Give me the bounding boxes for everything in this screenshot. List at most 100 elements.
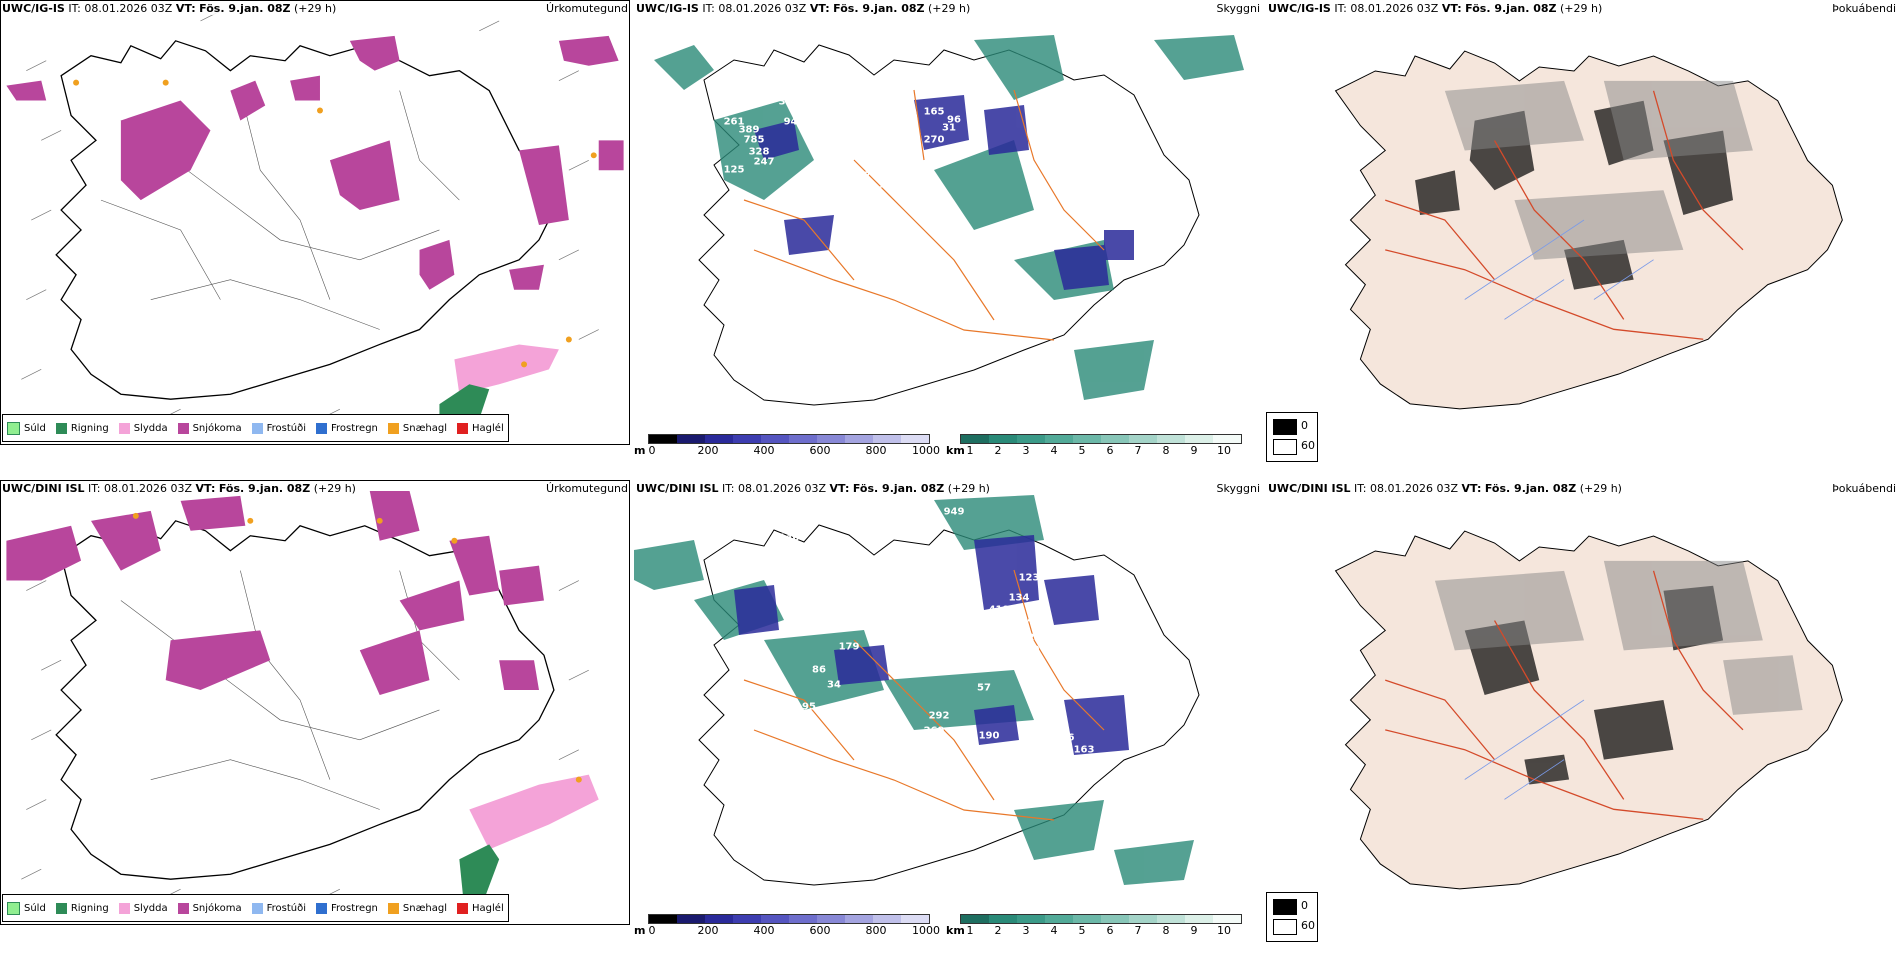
legend-item-frostregn: Frostregn bbox=[316, 422, 378, 434]
vt-value: Fös. 9.jan. 08Z bbox=[852, 482, 945, 495]
colorbar-tick: 400 bbox=[753, 444, 775, 457]
it-label: IT: bbox=[88, 482, 101, 495]
lead-time: (+29 h) bbox=[294, 2, 337, 15]
cloud-base-value: 86 bbox=[812, 664, 826, 676]
fog-legend: 0 60 bbox=[1266, 412, 1318, 462]
colorbar-tick: 600 bbox=[809, 924, 831, 937]
fog-swatch-light bbox=[1273, 919, 1297, 935]
swatch bbox=[118, 902, 130, 914]
cloud-base-value: 270 bbox=[923, 134, 945, 146]
colorbar-tick: 10 bbox=[1217, 444, 1231, 457]
legend-item-rigning: Rigning bbox=[55, 422, 109, 434]
vt-value: Fös. 9.jan. 08Z bbox=[1465, 2, 1557, 15]
it-label: IT: bbox=[722, 482, 735, 495]
colorbar-tick: 8 bbox=[1162, 924, 1170, 937]
colorbar-tick: 1 bbox=[966, 444, 974, 457]
vt-label: VT: bbox=[175, 2, 196, 15]
cloud-base-value: 115 bbox=[1058, 639, 1080, 651]
cloud-visibility-panel: 989 880 142 369 943 261 389 785 328 247 125 28 380 28… bbox=[634, 0, 1264, 470]
legend-item-frostudi: Frostúði bbox=[251, 902, 306, 914]
cloud-base-value: 101 bbox=[993, 232, 1015, 244]
cloud-base-value: 93 bbox=[1065, 234, 1079, 246]
legend-item-slydda: Slydda bbox=[118, 422, 168, 434]
legend-item-frostregn: Frostregn bbox=[316, 902, 378, 914]
cloud-base-value: 75 bbox=[1047, 240, 1061, 252]
fog-swatch-light bbox=[1273, 439, 1297, 455]
cloud-base-value: 949 bbox=[943, 506, 965, 518]
fog-map bbox=[1266, 480, 1896, 925]
colorbar-tick: 10 bbox=[1217, 924, 1231, 937]
precip-title: Úrkomutegund bbox=[546, 2, 628, 15]
legend-label: Snæhagl bbox=[402, 902, 448, 914]
roads-orange bbox=[743, 89, 1105, 341]
swatch bbox=[7, 901, 20, 915]
panel-header: UWC/DINI ISL IT: 08.01.2026 03Z VT: Fös.… bbox=[2, 482, 356, 495]
fog-swatch-dark bbox=[1273, 419, 1297, 435]
panel-header: UWC/IG-IS IT: 08.01.2026 03Z VT: Fös. 9.… bbox=[1268, 2, 1603, 15]
colorbar-tick: 1 bbox=[966, 924, 974, 937]
colorbar-tick: 5 bbox=[1078, 444, 1086, 457]
fog-legend: 0 60 bbox=[1266, 892, 1318, 942]
colorbar-unit: km bbox=[946, 924, 965, 937]
colorbar-tick: 4 bbox=[1050, 924, 1058, 937]
cloud-base-value: 224 bbox=[813, 564, 835, 576]
visibility-colorbar: km 1 2 3 4 5 6 7 8 9 10 bbox=[946, 434, 1266, 464]
precip-legend: Súld Rigning Slydda Snjókoma Frostúði Fr… bbox=[2, 414, 509, 442]
swatch bbox=[7, 421, 20, 435]
cloud-map-svg bbox=[654, 35, 1244, 406]
cloud-map-svg bbox=[634, 495, 1200, 886]
it-value: 08.01.2026 03Z bbox=[718, 2, 807, 15]
snow-pellet-dots bbox=[132, 512, 582, 783]
vt-value: Fös. 9.jan. 08Z bbox=[199, 2, 291, 15]
vt-value: Fös. 9.jan. 08Z bbox=[218, 482, 311, 495]
cloud-base-value: 34 bbox=[827, 679, 841, 691]
colorbar-unit: m bbox=[634, 924, 646, 937]
cloud-base-value: 298 bbox=[723, 547, 745, 559]
visibility-colorbar: km 1 2 3 4 5 6 7 8 9 10 bbox=[946, 914, 1266, 944]
swatch bbox=[457, 422, 469, 434]
cloud-base-value: 142 bbox=[748, 76, 770, 88]
cloud-base-value: 989 bbox=[683, 32, 705, 44]
colorbar-tick: 8 bbox=[1162, 444, 1170, 457]
precip-map-svg bbox=[6, 10, 624, 440]
colorbar-tick: 1000 bbox=[912, 444, 940, 457]
cloud-base-value: 218 bbox=[733, 544, 755, 556]
model-name: UWC/DINI ISL bbox=[1268, 482, 1351, 495]
legend-label: Haglél bbox=[472, 422, 504, 434]
cloud-title: Skyggni bbox=[1216, 482, 1260, 495]
cloud-base-value: 28 bbox=[892, 106, 906, 118]
cloud-base-value: 125 bbox=[723, 164, 745, 176]
colorbar-tick: 7 bbox=[1134, 444, 1142, 457]
cloud-base-value: 328 bbox=[748, 146, 770, 158]
cloud-base-value: 163 bbox=[878, 179, 900, 191]
precip-legend: Súld Rigning Slydda Snjókoma Frostúði Fr… bbox=[2, 894, 509, 922]
colorbar-tick: 0 bbox=[648, 444, 656, 457]
vt-label: VT: bbox=[829, 482, 850, 495]
cloud-base-value: 389 bbox=[738, 124, 760, 136]
colorbar-tick: 1000 bbox=[912, 924, 940, 937]
precip-type-panel: UWC/DINI ISL IT: 08.01.2026 03Z VT: Fös.… bbox=[0, 480, 632, 950]
panel-header: UWC/DINI ISL IT: 08.01.2026 03Z VT: Fös.… bbox=[1268, 482, 1622, 495]
legend-label: Haglél bbox=[472, 902, 504, 914]
fog-map-svg bbox=[1334, 50, 1843, 410]
swatch bbox=[55, 422, 67, 434]
model-name: UWC/IG-IS bbox=[1268, 2, 1331, 15]
legend-label: Frostregn bbox=[331, 902, 378, 914]
panel-header: UWC/IG-IS IT: 08.01.2026 03Z VT: Fös. 9.… bbox=[636, 2, 971, 15]
legend-item-snaehagl: Snæhagl bbox=[387, 422, 447, 434]
fog-legend-dark-label: 0 bbox=[1301, 419, 1308, 432]
colorbar-tick: 800 bbox=[865, 444, 887, 457]
it-value: 08.01.2026 03Z bbox=[1370, 482, 1459, 495]
fog-index-panel: UWC/DINI ISL IT: 08.01.2026 03Z VT: Fös.… bbox=[1266, 480, 1900, 950]
cloud-base-value: 369 bbox=[778, 96, 800, 108]
it-label: IT: bbox=[702, 2, 715, 15]
vt-label: VT: bbox=[195, 482, 216, 495]
cloud-base-value: 943 bbox=[783, 116, 805, 128]
snowfall-areas bbox=[6, 35, 624, 290]
cloud-base-value: 31 bbox=[942, 122, 956, 134]
cloud-base-value: 146 bbox=[1053, 732, 1075, 744]
it-value: 08.01.2026 03Z bbox=[84, 2, 173, 15]
colorbar-tick: 0 bbox=[648, 924, 656, 937]
cloud-base-value: 140 bbox=[778, 532, 800, 544]
legend-item-snjokoma: Snjókoma bbox=[177, 902, 242, 914]
